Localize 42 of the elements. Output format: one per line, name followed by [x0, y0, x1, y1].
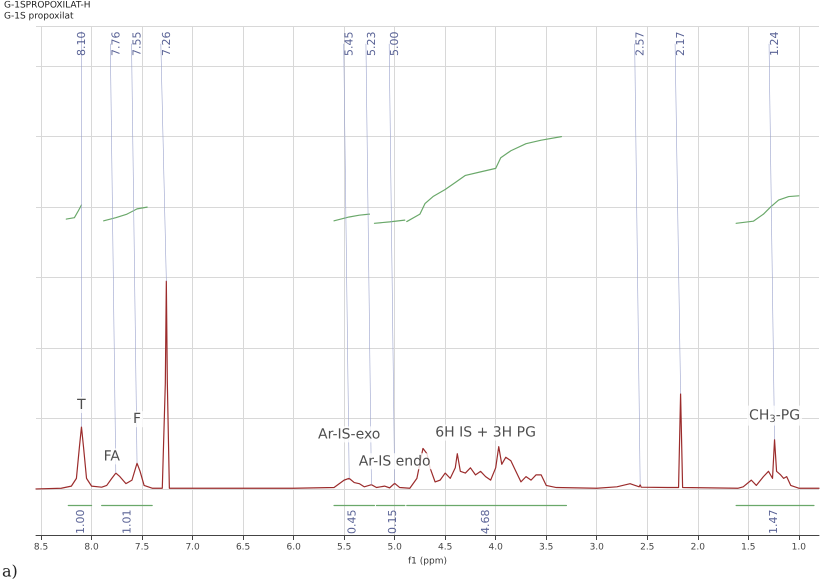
annotation: 4.68 [479, 509, 492, 534]
text: G-1SPROPOXILAT-H [4, 0, 91, 10]
x-tick-label: 7.0 [185, 542, 200, 552]
text: G-1S propoxilat [4, 12, 74, 22]
annotation: 5.23 [364, 32, 378, 56]
x-tick-label: 8.0 [84, 542, 99, 552]
annotation: 1.01 [120, 509, 134, 534]
x-axis-title: f1 (ppm) [408, 556, 447, 566]
annotation: 6H IS + 3H PG [435, 424, 536, 441]
annotation: 1.47 [767, 509, 780, 534]
x-tick-label: 4.5 [438, 542, 452, 552]
x-tick-label: 2.5 [640, 542, 654, 552]
text: a) [2, 562, 18, 580]
x-tick-label: 2.0 [690, 542, 706, 552]
x-tick-label: 1.0 [792, 542, 806, 552]
annotation: 1.00 [74, 509, 87, 534]
x-tick-label: 6.0 [286, 542, 302, 552]
annotation: 0.45 [346, 509, 359, 534]
x-tick-label: 3.5 [539, 542, 554, 552]
x-tick-label: 5.0 [388, 542, 402, 552]
annotation: Ar-IS endo [358, 453, 431, 470]
annotation: 8.10 [74, 32, 88, 56]
x-tick-label: 1.5 [741, 542, 756, 552]
annotation: 7.55 [130, 32, 144, 56]
annotation: 2.57 [634, 32, 647, 56]
annotation: F [133, 411, 142, 428]
x-tick-label: 4.0 [488, 542, 504, 552]
annotation: 7.76 [109, 32, 122, 56]
annotation: 2.17 [674, 32, 688, 56]
x-tick-label: 5.5 [336, 542, 352, 552]
annotation: FA [104, 448, 120, 464]
annotation: 5.00 [388, 32, 402, 56]
annotation: 0.15 [386, 509, 400, 534]
x-tick-label: 3.0 [590, 542, 604, 552]
annotation: 7.26 [160, 32, 173, 56]
x-tick-label: 8.5 [34, 542, 48, 552]
x-tick-label: 6.5 [236, 542, 250, 552]
annotation: T [76, 396, 86, 413]
x-tick-label: 7.5 [134, 542, 150, 552]
annotation: Ar-IS-exo [318, 426, 380, 442]
annotation: 5.45 [342, 32, 356, 56]
annotation: 1.24 [768, 32, 782, 56]
